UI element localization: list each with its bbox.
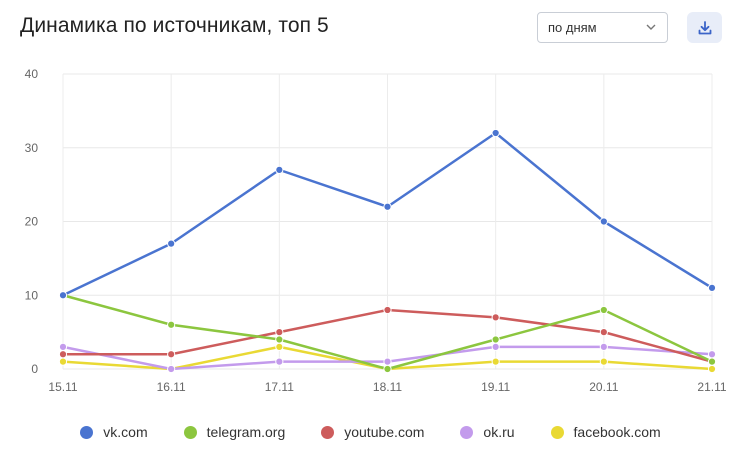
- data-point: [383, 202, 392, 211]
- data-point: [707, 283, 717, 292]
- download-icon: [698, 20, 711, 34]
- data-point: [491, 335, 500, 344]
- data-point: [275, 335, 284, 344]
- legend-label: ok.ru: [483, 424, 515, 440]
- data-point: [275, 165, 284, 174]
- chart-title: Динамика по источникам, топ 5: [20, 14, 329, 37]
- legend-marker-icon: [460, 425, 474, 439]
- legend-marker-icon: [80, 425, 94, 439]
- y-tick-label: 40: [25, 67, 39, 81]
- data-point: [58, 291, 68, 300]
- data-point: [58, 357, 68, 366]
- y-tick-label: 10: [25, 288, 39, 302]
- data-point: [491, 342, 500, 351]
- y-tick-label: 20: [25, 215, 39, 229]
- x-tick-label: 20.11: [589, 380, 618, 394]
- data-point: [275, 357, 284, 366]
- data-point: [599, 328, 608, 337]
- data-point: [491, 128, 500, 138]
- data-point: [491, 357, 500, 366]
- data-point: [707, 350, 717, 359]
- data-point: [275, 328, 284, 337]
- legend-item[interactable]: vk.com: [80, 424, 148, 440]
- data-point: [383, 305, 392, 315]
- y-tick-label: 0: [31, 362, 38, 376]
- legend-marker-icon: [183, 425, 197, 439]
- legend-marker-icon: [550, 425, 564, 439]
- line-chart: 0 10 20 30 40 15.11 16.11 17.11 18.11 19.11 20.11 2…: [25, 67, 727, 394]
- data-point: [599, 357, 608, 366]
- data-point: [383, 364, 392, 374]
- x-tick-label: 17.11: [265, 380, 294, 394]
- legend-item[interactable]: facebook.com: [550, 424, 661, 440]
- download-button[interactable]: [687, 12, 722, 43]
- data-point: [707, 357, 717, 366]
- legend-item[interactable]: youtube.com: [321, 424, 424, 440]
- x-tick-label: 16.11: [157, 380, 186, 394]
- legend-label: youtube.com: [344, 424, 425, 440]
- data-point: [491, 313, 500, 322]
- period-select[interactable]: по дням: [537, 12, 668, 43]
- period-select-value: по дням: [548, 20, 597, 35]
- legend-item[interactable]: telegram.org: [183, 424, 286, 440]
- x-tick-label: 19.11: [481, 380, 510, 394]
- legend-item[interactable]: ok.ru: [460, 424, 515, 440]
- legend-label: telegram.org: [206, 424, 286, 440]
- data-point: [275, 342, 284, 351]
- legend-label: vk.com: [103, 424, 148, 440]
- data-point: [599, 305, 608, 315]
- data-point: [383, 357, 392, 366]
- data-point: [167, 320, 176, 329]
- legend-marker-icon: [321, 425, 335, 439]
- data-point: [167, 350, 176, 359]
- x-tick-label: 18.11: [373, 380, 402, 394]
- y-tick-label: 30: [25, 141, 39, 155]
- x-tick-label: 21.11: [697, 380, 726, 394]
- data-point: [167, 239, 176, 248]
- chevron-down-icon: [646, 24, 656, 30]
- data-point: [707, 364, 717, 374]
- data-point: [167, 364, 176, 374]
- chart-legend: vk.com telegram.org youtube.com ok.ru facebo…: [0, 424, 741, 440]
- data-point: [58, 342, 68, 351]
- data-point: [599, 217, 608, 226]
- data-point: [599, 342, 608, 351]
- legend-label: facebook.com: [573, 424, 661, 440]
- data-point: [58, 350, 68, 359]
- x-tick-label: 15.11: [48, 380, 77, 394]
